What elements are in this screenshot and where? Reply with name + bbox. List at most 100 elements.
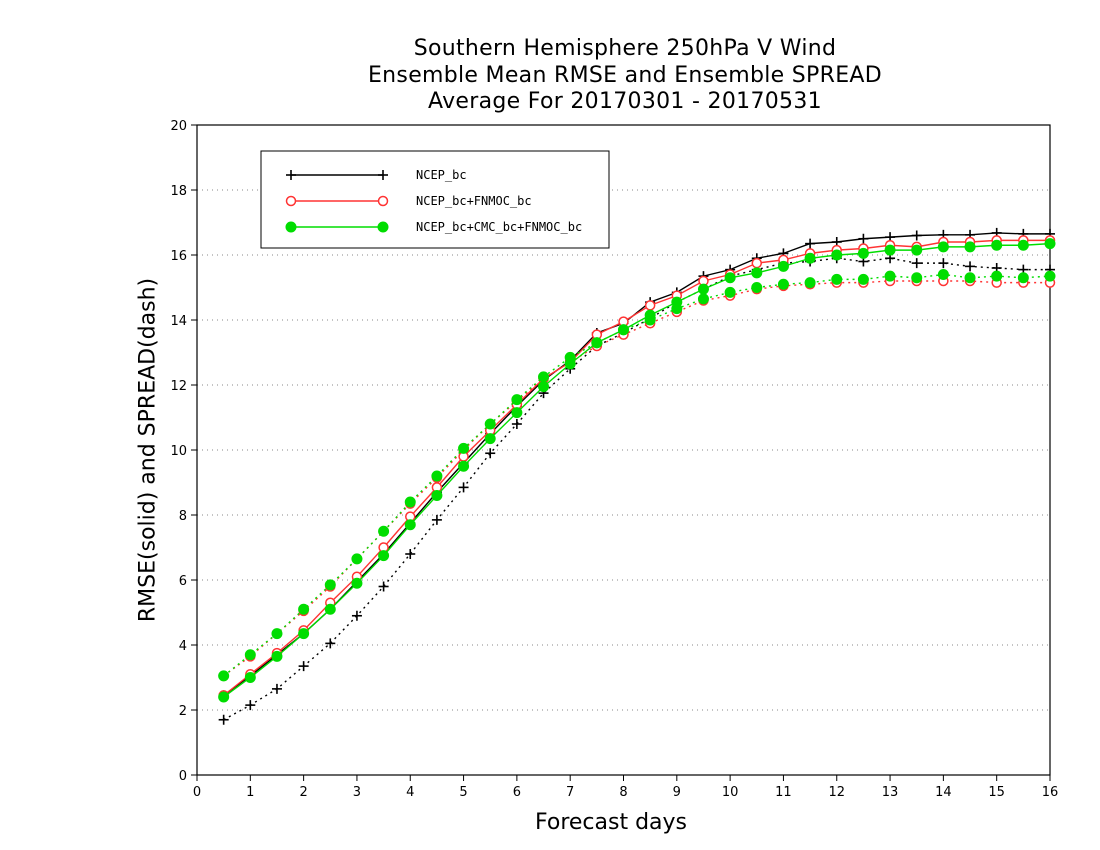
- series-1-spread-point: [431, 514, 442, 525]
- x-tick-label: 12: [828, 785, 845, 800]
- series-3-spread-point: [911, 272, 923, 284]
- series-3-spread-point: [991, 270, 1003, 282]
- series-3-rmse-point: [1017, 239, 1029, 251]
- series-3-rmse-point: [324, 603, 336, 615]
- series-3-spread-point: [964, 272, 976, 284]
- series-2-rmse-point: [751, 257, 763, 269]
- series-3-rmse-point: [378, 550, 390, 562]
- legend-label: NCEP_bc+FNMOC_bc: [416, 194, 532, 208]
- x-tick-label: 9: [673, 785, 681, 800]
- series-3-rmse-point: [1044, 238, 1056, 250]
- legend-marker: [285, 195, 297, 207]
- x-tick-label: 4: [406, 785, 414, 800]
- series-3-rmse-point: [298, 628, 310, 640]
- legend-item: NCEP_bc+CMC_bc+FNMOC_bc: [285, 220, 582, 234]
- series-3-spread-point: [697, 293, 709, 305]
- series-3-rmse-point: [937, 241, 949, 253]
- series-1-spread-line: [223, 257, 1050, 721]
- series-3-spread-point: [937, 269, 949, 280]
- y-tick-label: 0: [179, 769, 187, 784]
- series-3-rmse-point: [804, 252, 816, 264]
- series-1-spread-point: [351, 610, 362, 621]
- series-3-rmse-point: [591, 337, 603, 349]
- y-tick-label: 16: [170, 249, 187, 264]
- series-1-spread-point: [938, 258, 949, 269]
- series-3-group: [218, 238, 1056, 703]
- series-3-rmse-point: [671, 296, 683, 308]
- series-3-spread-point: [777, 278, 789, 290]
- series-3-rmse-point: [964, 241, 976, 253]
- series-1-spread-point: [325, 638, 336, 649]
- series-3-rmse-line: [223, 242, 1051, 698]
- series-2-rmse-point: [644, 300, 656, 311]
- y-tick-label: 20: [170, 119, 187, 134]
- legend-marker: [378, 170, 388, 180]
- series-3-rmse-point: [724, 272, 736, 284]
- series-3-spread-point: [378, 525, 390, 537]
- series-1-spread-point: [218, 714, 229, 725]
- series-3-spread-point: [484, 418, 496, 430]
- legend-marker: [285, 221, 297, 233]
- y-tick-label: 2: [179, 704, 187, 719]
- series-3-rmse-point: [484, 433, 496, 445]
- series-1-rmse-point: [858, 233, 869, 244]
- series-1-spread-point: [511, 419, 522, 429]
- axes: [191, 124, 1051, 781]
- series-3-spread-point: [324, 579, 336, 591]
- series-1-spread-point: [911, 258, 922, 269]
- series-3-rmse-point: [831, 249, 843, 261]
- x-tick-label: 7: [566, 785, 574, 800]
- legend: NCEP_bc NCEP_bc+FNMOC_bc NCEP_bc+CMC_bc+FN…: [260, 150, 610, 249]
- series-3-rmse-point: [911, 244, 923, 256]
- series-3-spread-point: [218, 670, 230, 682]
- series-1-rmse-point: [805, 238, 816, 249]
- series-3-spread-point: [511, 394, 523, 406]
- series-1-group: [218, 227, 1055, 725]
- chart-title-line-2: Ensemble Mean RMSE and Ensemble SPREAD: [367, 63, 882, 88]
- legend-marker: [377, 195, 389, 207]
- series-2-rmse-line: [223, 239, 1050, 696]
- series-3-spread-point: [804, 277, 816, 289]
- series-3-spread-point: [1017, 272, 1029, 284]
- y-tick-label: 10: [170, 444, 187, 459]
- y-tick-label: 14: [170, 314, 187, 329]
- chart-title-line-1: Southern Hemisphere 250hPa V Wind: [413, 36, 837, 61]
- legend-item: NCEP_bc: [286, 168, 467, 182]
- series-3-rmse-point: [271, 650, 283, 662]
- series-3-rmse-point: [244, 672, 256, 683]
- series-3-spread-point: [884, 270, 896, 282]
- series-group: [218, 227, 1056, 725]
- series-3-spread-point: [538, 371, 550, 383]
- series-3-rmse-point: [857, 247, 869, 259]
- y-tick-label: 6: [179, 574, 187, 589]
- series-3-spread-point: [271, 628, 283, 640]
- series-3-spread-point: [351, 553, 363, 565]
- series-1-rmse-point: [911, 230, 922, 241]
- x-tick-label: 15: [988, 785, 1005, 800]
- series-3-spread-point: [751, 282, 763, 293]
- x-tick-label: 0: [193, 785, 201, 800]
- series-3-rmse-point: [538, 381, 550, 393]
- series-3-rmse-point: [458, 460, 470, 472]
- series-2-spread-line: [223, 280, 1050, 677]
- series-3-spread-line: [223, 273, 1051, 677]
- y-tick-label: 8: [179, 509, 187, 524]
- y-tick-label: 18: [170, 184, 187, 199]
- y-tick-label: 12: [170, 379, 187, 394]
- series-1-spread-point: [298, 661, 309, 672]
- series-3-rmse-point: [884, 244, 896, 256]
- y-tick-label: 4: [179, 639, 187, 654]
- series-1-spread-point: [245, 700, 256, 711]
- series-3-rmse-point: [431, 490, 443, 501]
- series-3-spread-point: [1044, 270, 1056, 282]
- series-1-spread-point: [458, 482, 469, 493]
- series-2-group: [218, 235, 1056, 701]
- series-3-rmse-point: [351, 577, 363, 589]
- series-3-rmse-point: [564, 358, 576, 370]
- series-3-spread-point: [244, 649, 256, 661]
- legend-item: NCEP_bc+FNMOC_bc: [285, 194, 532, 208]
- series-3-spread-point: [724, 286, 736, 298]
- series-3-spread-point: [404, 496, 416, 508]
- legend-marker: [286, 170, 296, 180]
